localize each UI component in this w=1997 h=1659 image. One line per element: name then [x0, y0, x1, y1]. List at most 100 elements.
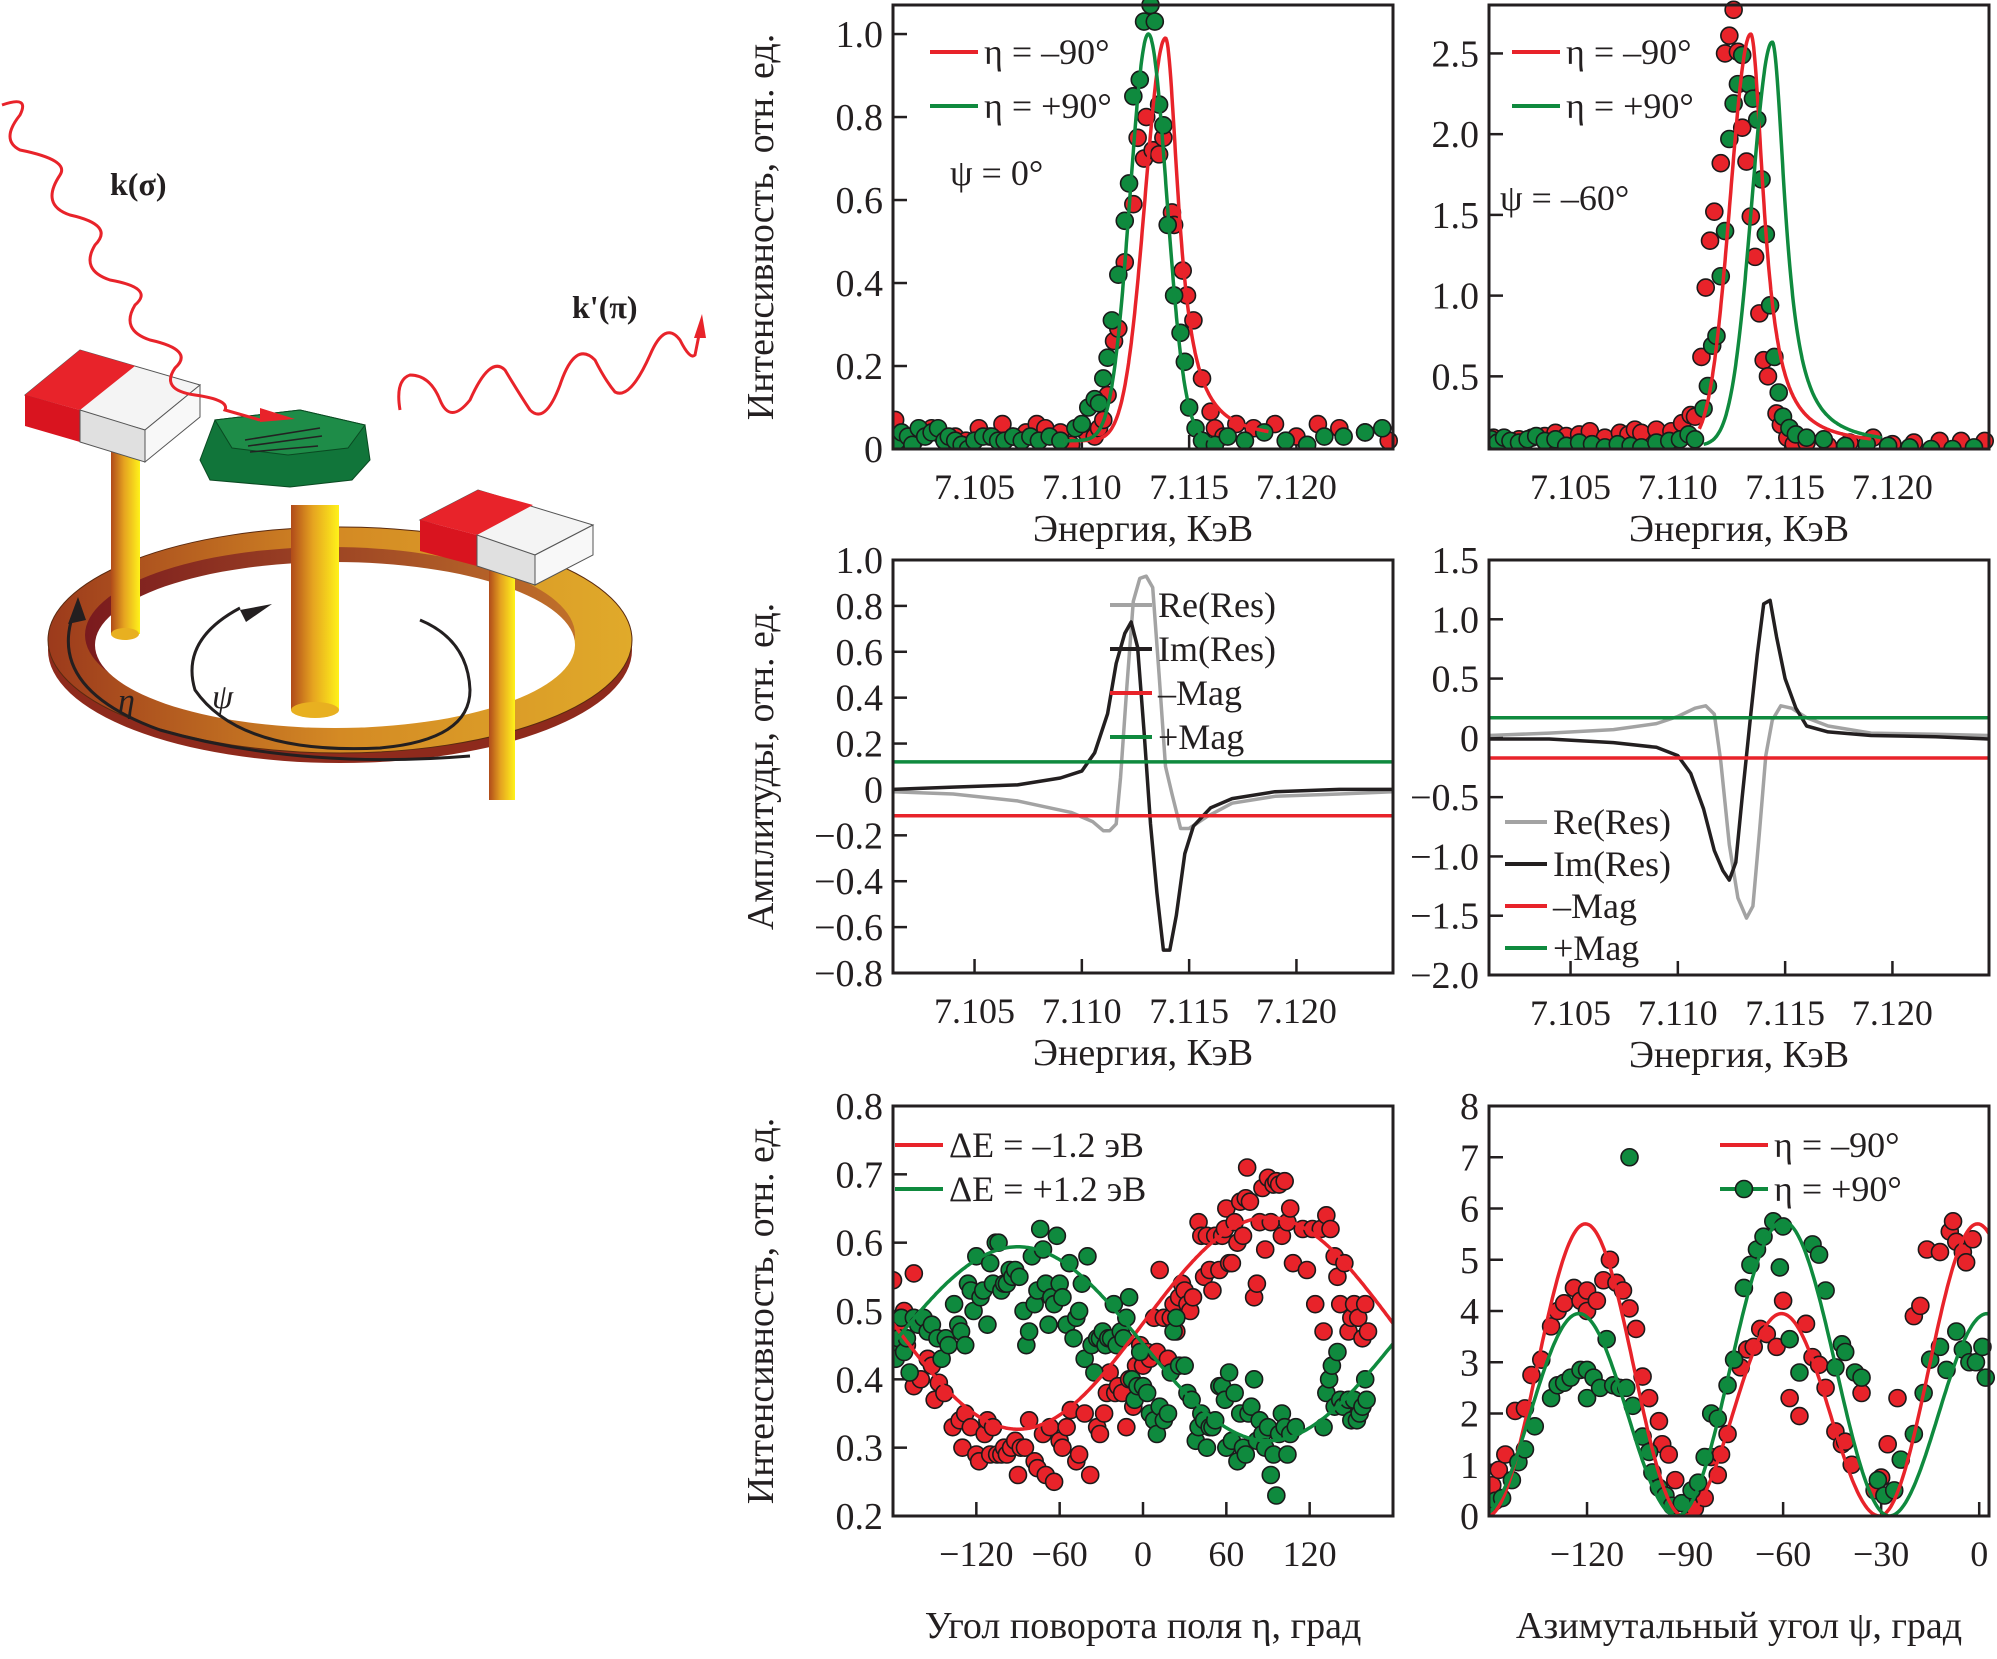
x-tick-label: −60: [1032, 1534, 1088, 1574]
data-point: [1797, 428, 1816, 447]
data-point: [1236, 1445, 1256, 1464]
series-0: [1489, 1212, 1982, 1516]
x-tick-label: 7.115: [1745, 993, 1825, 1033]
data-point: [1700, 231, 1720, 251]
y-tick-label: 0: [1460, 1496, 1479, 1538]
y-tick-label: 0.8: [836, 97, 884, 139]
data-point: [1315, 427, 1334, 446]
x-tick-label: 7.105: [934, 467, 1015, 507]
data-point: [935, 1383, 954, 1403]
data-point: [1010, 1267, 1029, 1287]
data-point: [1760, 296, 1780, 315]
data-point: [1966, 1352, 1986, 1372]
y-tick-label: 5: [1460, 1240, 1479, 1282]
fit-curve: [1489, 1219, 1990, 1516]
data-point: [1888, 1388, 1907, 1408]
data-point: [1064, 1329, 1083, 1348]
series-1: [893, 1219, 1376, 1505]
legend-label: η = +90°: [1566, 86, 1694, 126]
legend-marker: [1734, 1179, 1754, 1199]
y-tick-label: 0.4: [836, 678, 884, 720]
x-axis-label: Энергия, КэВ: [1033, 1032, 1253, 1074]
data-point: [1225, 1383, 1244, 1403]
legend-label: Im(Res): [1553, 844, 1671, 884]
data-point: [1711, 153, 1731, 173]
data-point: [1587, 1291, 1607, 1311]
y-tick-label: −0.4: [814, 861, 883, 903]
panel-c: 7.105 7.110 7.115 7.120 −0.8−0.6−0.4−0.200.2…: [740, 540, 1395, 1074]
data-point: [1218, 427, 1238, 446]
psi-rotation-arrow: [190, 606, 472, 751]
data-point: [1069, 1445, 1089, 1464]
data-point: [1835, 1342, 1855, 1362]
data-point: [1219, 1363, 1239, 1382]
series-1: [893, 0, 1392, 449]
data-point: [1696, 278, 1716, 297]
data-point: [1235, 431, 1255, 449]
x-tick-label: −120: [939, 1534, 1013, 1574]
y-tick-label: 0.2: [836, 346, 884, 388]
x-axis-label: Энергия, КэВ: [1629, 1034, 1849, 1076]
data-point: [1075, 1404, 1094, 1423]
plot-area: [1489, 598, 1990, 920]
data-point: [1372, 418, 1392, 438]
incident-beam: [1, 100, 261, 422]
data-point: [1900, 438, 1919, 449]
plot-area: [893, 0, 1399, 449]
data-point: [1089, 394, 1109, 413]
series-0: [1489, 0, 1995, 449]
data-point: [1044, 1472, 1064, 1492]
data-point: [1809, 1245, 1829, 1264]
data-point: [1577, 1388, 1597, 1408]
legend-label: Re(Res): [1158, 585, 1276, 625]
data-point: [944, 1294, 964, 1314]
fit-curve: [893, 1215, 1395, 1431]
y-tick-label: 0.2: [836, 724, 884, 766]
data-point: [1276, 431, 1296, 449]
eta-arrowhead-icon: [68, 597, 86, 624]
x-tick-label: 7.115: [1149, 991, 1229, 1031]
x-tick-label: 7.105: [1530, 467, 1611, 507]
series-1: [1489, 598, 1990, 882]
data-point: [1554, 1294, 1574, 1313]
legend: η = –90°η = +90°: [1720, 1125, 1902, 1209]
y-tick-label: 0.4: [836, 1359, 884, 1401]
plot-area: [1489, 0, 1995, 449]
y-tick-label: 4: [1460, 1291, 1479, 1333]
legend: Re(Res)Im(Res)–Mag+Mag: [1110, 585, 1276, 757]
y-tick-label: −0.5: [1410, 777, 1479, 819]
data-point: [1626, 1319, 1646, 1339]
data-point: [1203, 1281, 1222, 1300]
y-tick-label: 2.0: [1432, 114, 1480, 156]
data-point: [1773, 1291, 1793, 1311]
experiment-diagram: η ψ k(σ) k'(π): [1, 100, 706, 800]
data-point: [1237, 1158, 1257, 1177]
legend-label: +Mag: [1158, 717, 1244, 757]
data-point: [1976, 1368, 1996, 1387]
data-point: [1090, 1424, 1110, 1444]
psi-arrowhead-icon: [240, 604, 272, 622]
data-point: [1244, 1370, 1264, 1389]
fit-curve: [1489, 1222, 1991, 1516]
y-tick-label: 3: [1460, 1342, 1479, 1384]
y-tick-label: 1.0: [836, 14, 884, 56]
series-line: [893, 620, 1393, 952]
fit-curve: [1064, 36, 1269, 443]
x-tick-label: 7.105: [934, 991, 1015, 1031]
data-point: [1770, 1258, 1790, 1277]
y-tick-label: 1.0: [1432, 276, 1480, 318]
plot-frame: [891, 558, 1395, 975]
plot-frame: [1487, 1104, 1991, 1518]
data-point: [1814, 430, 1834, 449]
y-tick-label: 7: [1460, 1137, 1479, 1179]
y-tick-label: 0.5: [1432, 356, 1480, 398]
data-point: [1242, 1397, 1261, 1416]
data-point: [1183, 1288, 1203, 1307]
panel-d: 7.105 7.110 7.115 7.120 −2.0 −1.5 −1.0 −0.5 0 0.5…: [1410, 540, 1991, 1076]
data-point: [1659, 1445, 1679, 1464]
y-tick-label: −1.5: [1410, 896, 1479, 938]
data-point: [1197, 1438, 1217, 1457]
y-tick-label: 0.2: [836, 1496, 884, 1538]
scattered-arrowhead-icon: [694, 314, 706, 338]
